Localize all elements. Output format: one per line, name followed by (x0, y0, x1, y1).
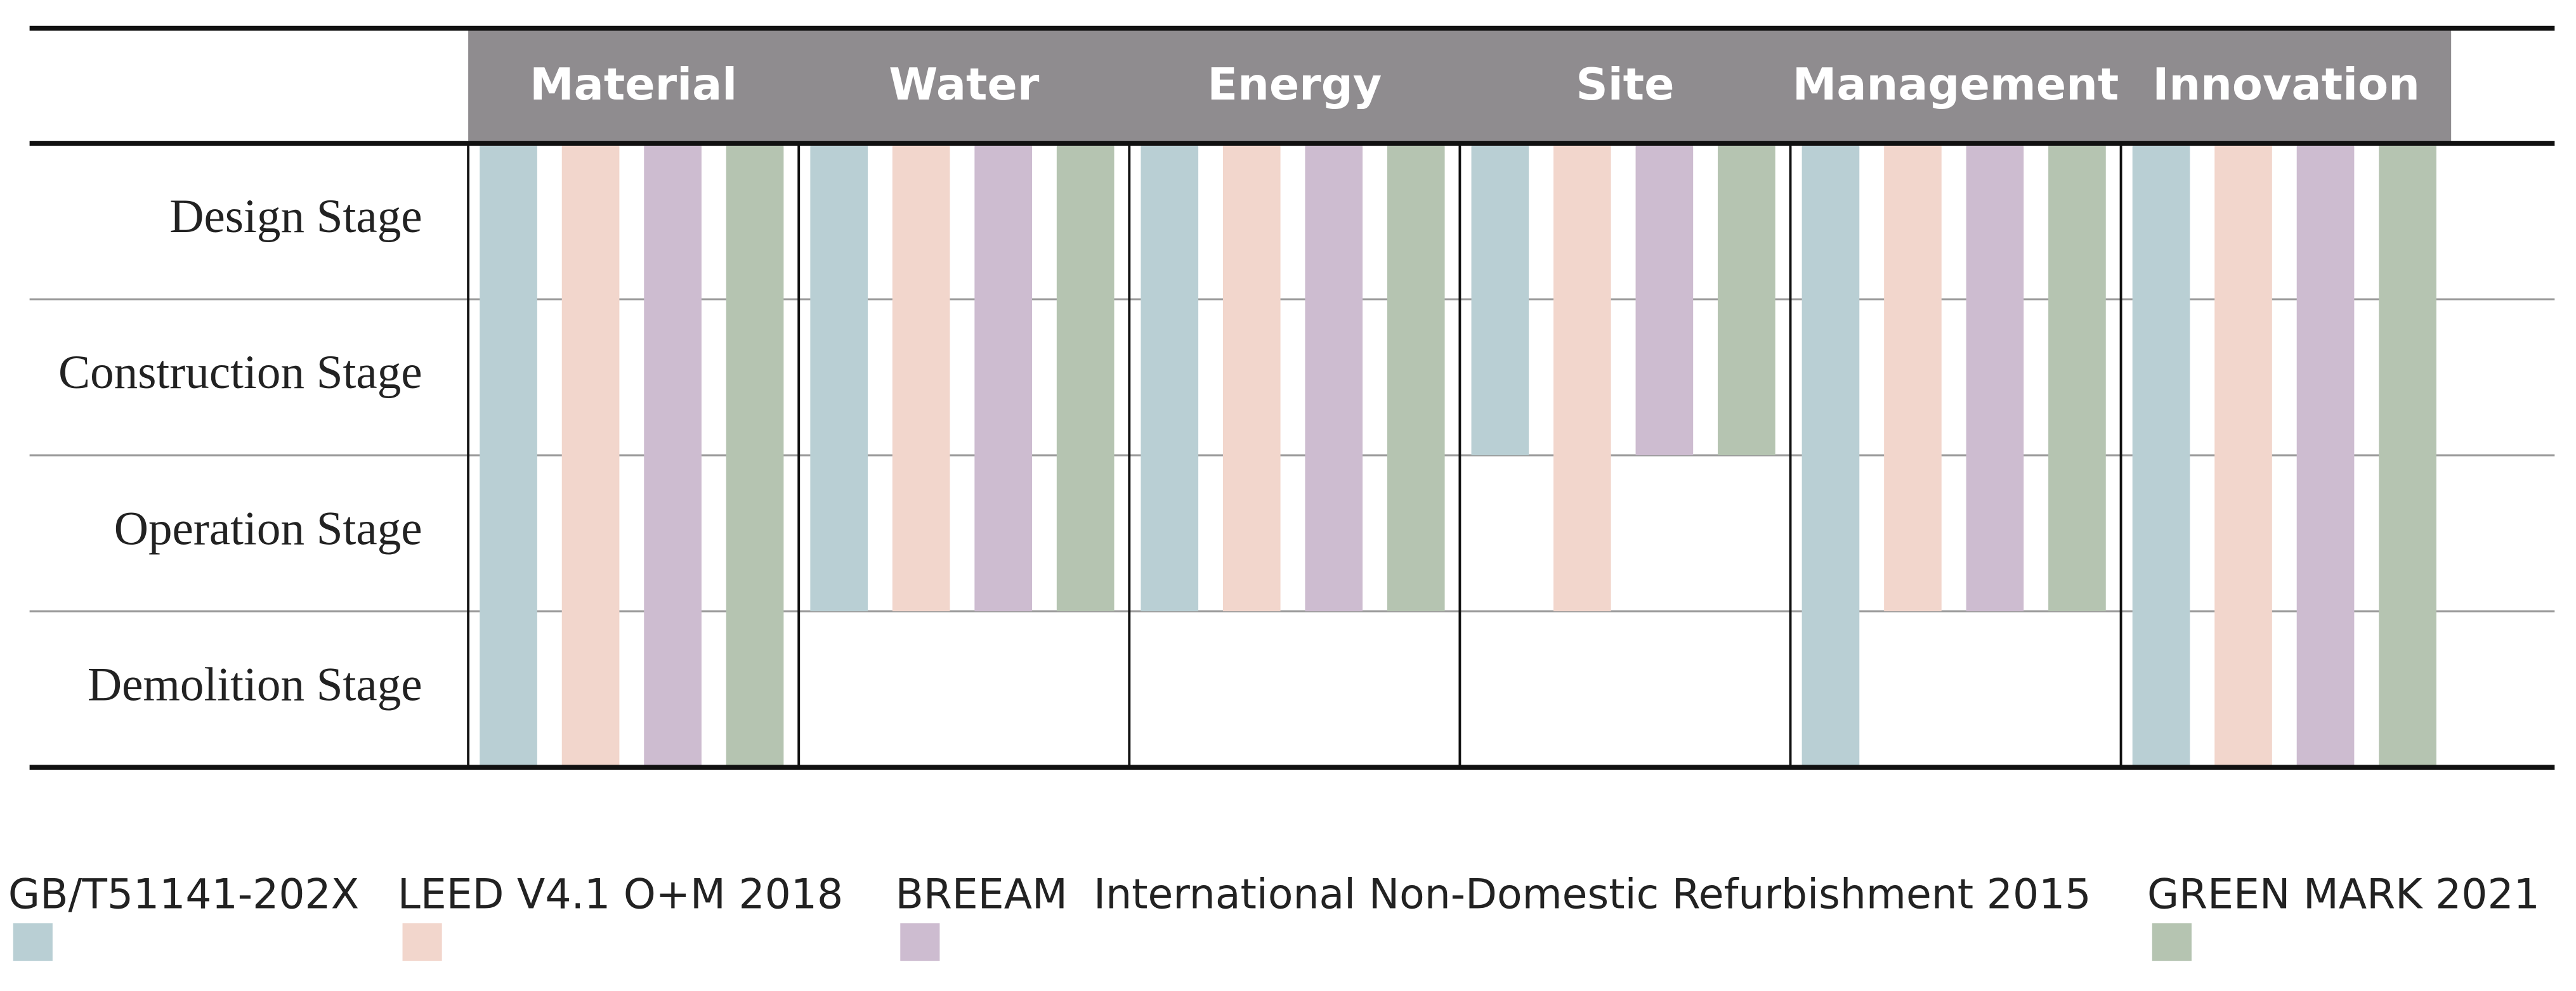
bar (1718, 143, 1775, 456)
bar (2132, 143, 2190, 768)
bar (810, 143, 868, 612)
bar (2379, 143, 2436, 768)
bar (1387, 143, 1445, 612)
bar (726, 143, 784, 768)
bar (1305, 143, 1363, 612)
legend-swatch (2152, 923, 2192, 961)
bar (1884, 143, 1942, 612)
bar (1222, 143, 1281, 612)
category-label: Management (1793, 59, 2119, 110)
bar (1141, 143, 1199, 612)
stage-label: Demolition Stage (88, 658, 422, 711)
bar (480, 143, 537, 768)
bar (561, 143, 620, 768)
bar (2296, 143, 2355, 768)
legend-label: GREEN MARK 2021 (2147, 871, 2540, 918)
bar (2214, 143, 2272, 768)
stage-label: Design Stage (169, 190, 422, 243)
bar (1471, 143, 1529, 456)
bar (1966, 143, 2024, 612)
legend-label: GB/T51141-202X (8, 871, 359, 918)
bar (974, 143, 1032, 612)
bar (2048, 143, 2106, 612)
category-label: Site (1576, 59, 1674, 110)
category-label: Innovation (2152, 59, 2419, 110)
category-label: Water (889, 59, 1040, 110)
stage-label: Operation Stage (114, 502, 422, 555)
bar (1056, 143, 1115, 612)
stage-label: Construction Stage (58, 346, 422, 399)
bar (1635, 143, 1694, 456)
legend-swatch (402, 923, 442, 961)
legend-label: BREEAM International Non-Domestic Refurb… (896, 871, 2091, 918)
bar (892, 143, 950, 612)
category-label: Energy (1207, 59, 1382, 110)
header-band (468, 28, 2452, 143)
legend-swatch (13, 923, 53, 961)
legend-label: LEED V4.1 O+M 2018 (398, 871, 843, 918)
legend-swatch (900, 923, 940, 961)
bar (644, 143, 702, 768)
bar (1553, 143, 1611, 612)
category-label: Material (530, 59, 737, 110)
bar (1801, 143, 1860, 768)
